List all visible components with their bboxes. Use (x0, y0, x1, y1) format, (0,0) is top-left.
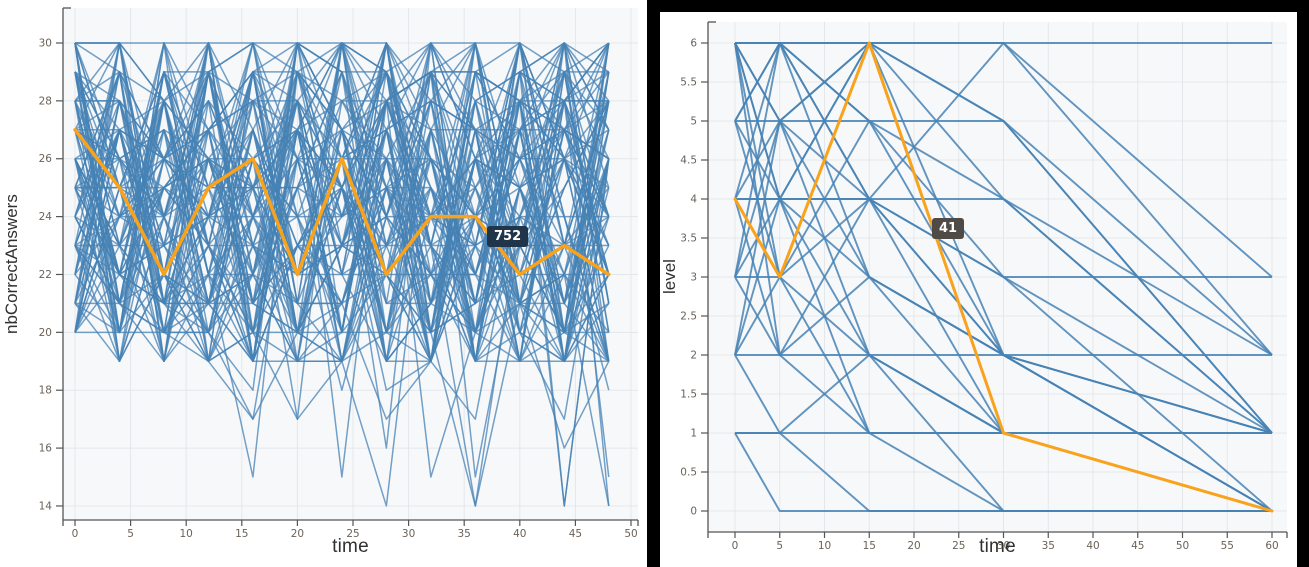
x-tick-label: 25 (346, 528, 359, 540)
y-tick-label: 3 (690, 272, 697, 284)
background-series-line[interactable] (74, 42, 610, 334)
x-tick-label: 5 (776, 540, 783, 552)
y-tick-label: 20 (39, 327, 52, 339)
x-tick-label: 55 (1221, 540, 1234, 552)
y-tick-label: 24 (39, 211, 53, 223)
x-tick-label: 50 (1176, 540, 1189, 552)
y-tick-label: 28 (39, 95, 52, 107)
background-series-line[interactable] (734, 42, 1272, 278)
y-axis-title-nbcorrectanswers: nbCorrectAnswers (2, 194, 21, 334)
x-tick-label: 40 (513, 528, 526, 540)
y-tick-label: 1 (690, 428, 697, 440)
background-series-line[interactable] (735, 432, 1272, 512)
x-tick-label: 40 (1086, 540, 1099, 552)
x-tick-label: 0 (732, 540, 739, 552)
y-tick-label: 0.5 (680, 467, 697, 479)
x-tick-label: 35 (1042, 540, 1055, 552)
level-chart-frame: 0 0.5 1 1.5 2 2.5 3 3.5 4 4.5 5 5.5 6 0 5 10 15 20 25 30 35 4… (647, 0, 1309, 567)
x-tick-label: 20 (907, 540, 920, 552)
level-chart-canvas[interactable]: 00.511.522.533.544.555.560 5 10 15 20 25 30 35 4… (660, 12, 1297, 567)
y-tick-label: 6 (690, 38, 697, 50)
x-tick-label: 5 (127, 528, 134, 540)
y-tick-label: 4.5 (680, 155, 697, 167)
y-tick-label: 26 (39, 153, 53, 165)
x-tick-label: 30 (402, 528, 415, 540)
x-tick-label: 25 (952, 540, 965, 552)
y-axis-title-level: level (660, 259, 679, 295)
x-tick-label: 60 (1265, 540, 1278, 552)
y-tick-label: 16 (39, 443, 53, 455)
hover-tooltip-41: 41 (932, 218, 965, 239)
y-tick-label: 3.5 (680, 233, 697, 245)
y-tick-label: 1.5 (680, 389, 697, 401)
x-axis-title-time-left: time (332, 536, 369, 557)
hover-tooltip-752: 752 (487, 226, 529, 247)
highlighted-series-line[interactable] (73, 128, 611, 277)
x-tick-label: 10 (180, 528, 193, 540)
x-tick-label: 50 (624, 528, 637, 540)
x-tick-label: 45 (569, 528, 582, 540)
x-tick-label: 10 (818, 540, 831, 552)
background-series-line[interactable] (735, 42, 1273, 356)
y-tick-label: 5 (690, 116, 697, 128)
x-tick-label: 45 (1131, 540, 1144, 552)
x-tick-label: 0 (72, 528, 79, 540)
level-chart-panel: 0 0.5 1 1.5 2 2.5 3 3.5 4 4.5 5 5.5 6 0 5 10 15 20 25 30 35 4… (660, 12, 1297, 567)
x-tick-label: 20 (291, 528, 304, 540)
y-tick-label: 2.5 (680, 311, 697, 323)
background-series-line[interactable] (74, 42, 610, 363)
x-tick-label: 35 (458, 528, 471, 540)
y-tick-label: 4 (690, 194, 697, 206)
x-tick-label: 15 (235, 528, 248, 540)
y-tick-label: 22 (39, 269, 52, 281)
y-tick-label: 18 (39, 385, 52, 397)
x-axis-title-time-right: time (979, 536, 1016, 557)
y-tick-label: 0 (690, 506, 697, 518)
background-series-line[interactable] (74, 71, 609, 363)
y-tick-label: 2 (690, 350, 697, 362)
x-tick-label: 15 (863, 540, 876, 552)
highlighted-series-line[interactable] (733, 41, 1274, 513)
answers-chart-canvas[interactable]: 14 16 18 20 22 24 26 28 30 0 5 10 15 20 25 30 35 40 45 50 (0, 0, 647, 567)
y-tick-label: 14 (39, 500, 53, 512)
y-tick-label: 30 (39, 38, 52, 50)
y-tick-label: 5.5 (680, 77, 697, 89)
background-series-line[interactable] (74, 42, 610, 334)
x-tick-label: 30 (997, 540, 1010, 552)
answers-chart-panel: 14 16 18 20 22 24 26 28 30 0 5 10 15 20 25 30 35 40 45 50 n… (0, 0, 647, 567)
